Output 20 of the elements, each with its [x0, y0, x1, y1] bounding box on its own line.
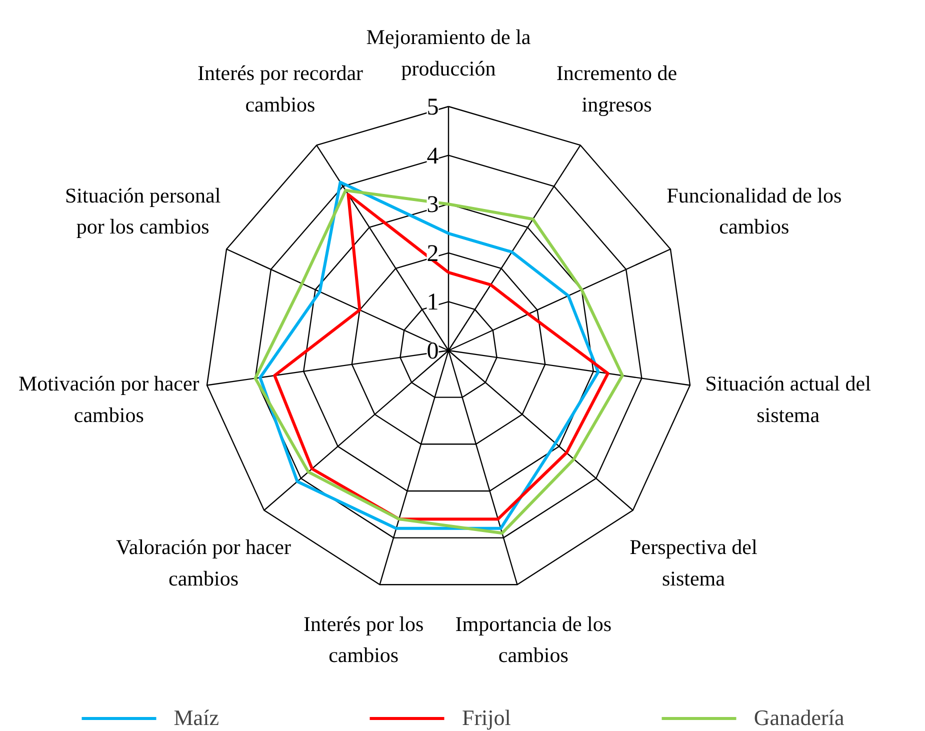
legend-label: Maíz [174, 705, 219, 731]
legend-label: Frijol [462, 705, 511, 731]
spoke-label: Situación actual del sistema [705, 372, 872, 427]
spoke-label: Importancia de los cambios [455, 612, 612, 668]
y-tick-label: 5 [426, 94, 439, 120]
spoke-label: Interés por los cambios [304, 612, 424, 668]
y-tick-label: 3 [426, 192, 439, 218]
spoke-label: Motivación por hacer cambios [18, 372, 200, 427]
y-tick-label: 1 [426, 290, 439, 316]
spoke-label: Interés por recordar cambios [197, 61, 364, 116]
y-tick-label: 2 [426, 240, 439, 267]
spoke-label: Mejoramiento de la producción [366, 25, 532, 80]
spoke-label: Funcionalidad de los cambios [666, 183, 842, 239]
legend-label: Ganadería [754, 705, 844, 731]
y-tick-label: 0 [426, 338, 439, 364]
spoke-label: Incremento de ingresos [556, 61, 678, 116]
y-tick-label: 4 [426, 143, 439, 170]
spoke-label: Situación personal por los cambios [64, 183, 221, 239]
spoke-label: Perspectiva del sistema [630, 535, 758, 590]
spoke-label: Valoración por hacer cambios [116, 535, 291, 590]
